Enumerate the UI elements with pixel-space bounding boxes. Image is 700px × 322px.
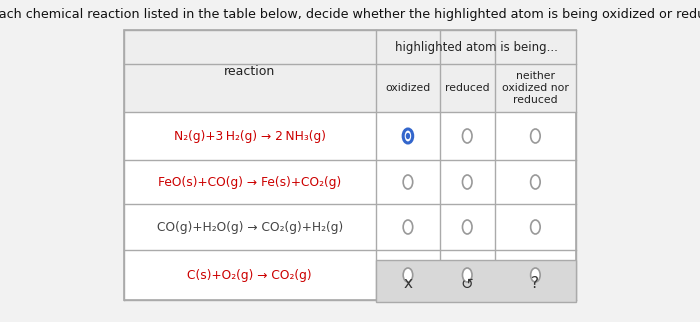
Circle shape: [463, 175, 472, 189]
Text: C(s)+O₂(g) → CO₂(g): C(s)+O₂(g) → CO₂(g): [188, 269, 312, 281]
Text: oxidized: oxidized: [385, 83, 430, 93]
FancyBboxPatch shape: [124, 30, 576, 112]
Text: FeO(s)+CO(g) → Fe(s)+CO₂(g): FeO(s)+CO(g) → Fe(s)+CO₂(g): [158, 175, 342, 188]
Circle shape: [463, 220, 472, 234]
Text: ?: ?: [531, 277, 540, 291]
Circle shape: [463, 268, 472, 282]
FancyBboxPatch shape: [376, 260, 576, 302]
Circle shape: [403, 129, 413, 143]
Circle shape: [531, 220, 540, 234]
Circle shape: [406, 133, 410, 139]
Text: For each chemical reaction listed in the table below, decide whether the highlig: For each chemical reaction listed in the…: [0, 8, 700, 21]
Circle shape: [463, 129, 472, 143]
FancyBboxPatch shape: [124, 30, 576, 300]
Text: reduced: reduced: [445, 83, 489, 93]
Text: neither
oxidized nor
reduced: neither oxidized nor reduced: [502, 71, 569, 105]
Text: N₂(g)+3 H₂(g) → 2 NH₃(g): N₂(g)+3 H₂(g) → 2 NH₃(g): [174, 129, 326, 143]
Circle shape: [531, 175, 540, 189]
Text: CO(g)+H₂O(g) → CO₂(g)+H₂(g): CO(g)+H₂O(g) → CO₂(g)+H₂(g): [157, 221, 343, 233]
Text: x: x: [403, 277, 412, 291]
Circle shape: [531, 129, 540, 143]
Text: highlighted atom is being...: highlighted atom is being...: [395, 41, 557, 53]
Circle shape: [403, 220, 413, 234]
Circle shape: [531, 268, 540, 282]
Text: reaction: reaction: [224, 64, 275, 78]
Circle shape: [403, 268, 413, 282]
Circle shape: [403, 175, 413, 189]
Text: ↺: ↺: [461, 277, 474, 291]
